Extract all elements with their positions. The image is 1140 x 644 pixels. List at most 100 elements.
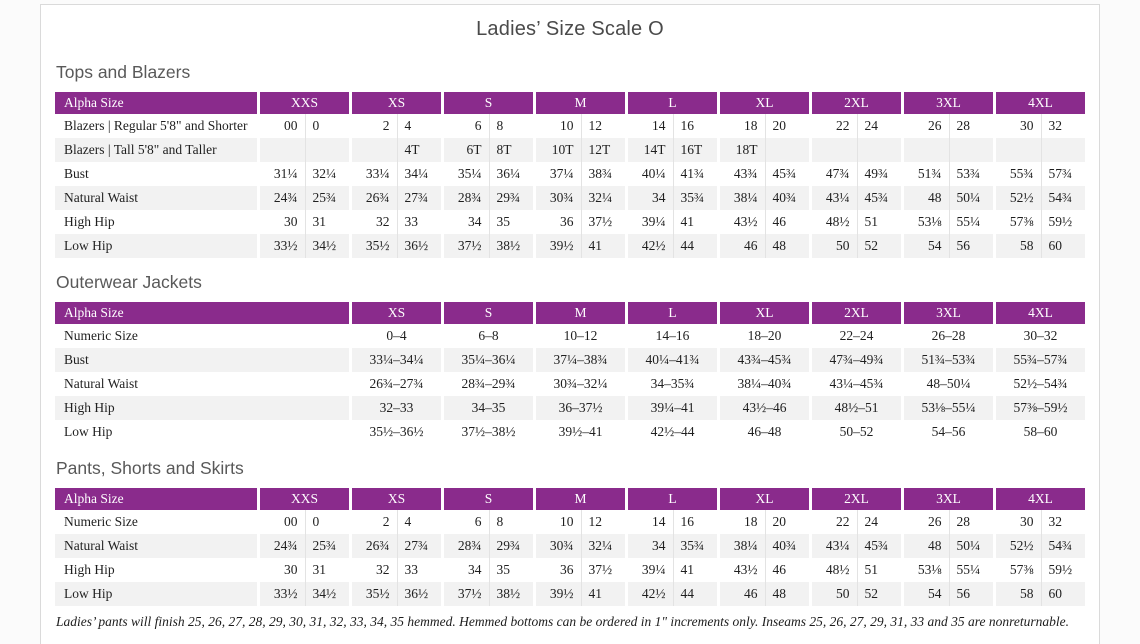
size-value-secondary: 32	[1040, 510, 1086, 534]
size-group-cell	[901, 138, 993, 162]
table-row: Bust 33¼–34¼ 35¼–36¼ 37¼–38¾ 40¼–41¾ 43¾–45¾ 4…	[55, 348, 1085, 372]
size-value-secondary: 20	[764, 114, 810, 138]
size-group-cell: 46 48	[717, 234, 809, 258]
size-group-cell: 37½ 38½	[441, 582, 533, 606]
size-value-primary: 26	[928, 514, 942, 529]
size-group-cell: 47¾ 49¾	[809, 162, 901, 186]
size-value-primary	[904, 138, 949, 162]
size-group-cell: 33¼ 34¼	[349, 162, 441, 186]
size-group-cell: 43¼ 45¾	[809, 186, 901, 210]
table-row: Blazers | Tall 5'8" and Taller 4T 6T 8T 10T 1…	[55, 138, 1085, 162]
size-range-cell: 36–37½	[533, 396, 625, 420]
size-value-primary: 43½	[733, 214, 758, 229]
size-group-cell: 48½ 51	[809, 558, 901, 582]
size-value-secondary: 35	[488, 558, 534, 582]
size-value-secondary: 40¾	[764, 534, 810, 558]
size-column-header: 2XL	[809, 488, 901, 510]
size-value-primary: 43¾	[733, 166, 758, 181]
size-value-primary: 33½	[273, 238, 298, 253]
table-row: Natural Waist 24¾ 25¾ 26¾ 27¾ 28¾ 29¾ 30¾ 32¼ 34 3…	[55, 534, 1085, 558]
section-heading: Pants, Shorts and Skirts	[56, 458, 244, 478]
size-group-cell: 32 33	[349, 558, 441, 582]
size-value-primary: 26¾	[365, 190, 390, 205]
size-value-primary: 39½	[549, 586, 574, 601]
size-value-secondary: 25¾	[304, 534, 350, 558]
size-value-primary: 10	[560, 514, 574, 529]
size-value-secondary: 8	[488, 510, 534, 534]
size-value-secondary: 12	[580, 510, 626, 534]
size-value-primary: 6	[474, 118, 482, 133]
size-column-header: L	[625, 92, 717, 114]
size-value-primary: 33¼	[365, 166, 390, 181]
size-value-primary: 35½	[365, 238, 390, 253]
size-group-cell: 48 50¼	[901, 534, 993, 558]
size-value-primary: 52½	[1009, 190, 1034, 205]
size-range-cell: 26¾–27¾	[349, 372, 441, 396]
size-value-primary: 37¼	[549, 166, 574, 181]
size-value-secondary: 38½	[488, 582, 534, 606]
size-value-secondary: 40¾	[764, 186, 810, 210]
size-value-primary: 14T	[643, 142, 666, 157]
size-value-primary: 35½	[365, 586, 390, 601]
row-label: Numeric Size	[64, 328, 138, 343]
size-group-cell: 52½ 54¾	[993, 534, 1085, 558]
size-column-header: 3XL	[901, 302, 993, 324]
size-range-cell: 47¾–49¾	[809, 348, 901, 372]
size-value-secondary	[764, 138, 810, 162]
size-value-secondary: 29¾	[488, 186, 534, 210]
size-value-primary: 37½	[457, 238, 482, 253]
size-value-secondary: 56	[948, 582, 994, 606]
size-group-cell: 55¾ 57¾	[993, 162, 1085, 186]
size-column-header: 4XL	[993, 92, 1085, 114]
size-group-cell	[993, 138, 1085, 162]
size-value-secondary: 28	[948, 510, 994, 534]
size-range-cell: 32–33	[349, 396, 441, 420]
size-value-secondary: 28	[948, 114, 994, 138]
size-value-secondary: 41	[672, 210, 718, 234]
size-value-primary: 26	[928, 118, 942, 133]
size-group-cell: 30¾ 32¼	[533, 186, 625, 210]
size-range-cell: 48½–51	[809, 396, 901, 420]
size-group-cell: 18T	[717, 138, 809, 162]
size-group-cell: 39¼ 41	[625, 558, 717, 582]
size-range-cell: 39½–41	[533, 420, 625, 444]
size-group-cell: 43¾ 45¾	[717, 162, 809, 186]
size-range-cell: 50–52	[809, 420, 901, 444]
size-value-secondary: 32¼	[580, 534, 626, 558]
size-value-secondary: 41	[580, 582, 626, 606]
size-value-primary: 10	[560, 118, 574, 133]
size-group-cell: 35½ 36½	[349, 582, 441, 606]
size-range-cell: 43½–46	[717, 396, 809, 420]
size-table: Alpha Size XXS XS S M L XL 2XL 3XL 4XL Blazers | R…	[55, 92, 1085, 258]
size-column-header: S	[441, 302, 533, 324]
size-value-primary: 32	[376, 562, 390, 577]
size-range-cell: 42½–44	[625, 420, 717, 444]
size-value-secondary: 50¼	[948, 186, 994, 210]
size-value-primary: 30	[284, 214, 298, 229]
size-range-cell: 55¾–57¾	[993, 348, 1085, 372]
size-range-cell: 34–35¾	[625, 372, 717, 396]
size-column-header: L	[625, 302, 717, 324]
size-group-cell: 37¼ 38¾	[533, 162, 625, 186]
size-value-secondary: 12T	[580, 138, 626, 162]
size-column-header: S	[441, 488, 533, 510]
size-column-header: XS	[349, 92, 441, 114]
size-range-cell: 18–20	[717, 324, 809, 348]
size-value-primary: 30¾	[549, 190, 574, 205]
row-label: Low Hip	[64, 424, 113, 439]
size-group-cell: 35¼ 36¼	[441, 162, 533, 186]
size-group-cell: 24¾ 25¾	[257, 186, 349, 210]
table-row: Low Hip 35½–36½ 37½–38½ 39½–41 42½–44 46–48 50…	[55, 420, 1085, 444]
size-value-primary: 34	[652, 538, 666, 553]
size-value-primary: 30	[1020, 118, 1034, 133]
row-label: Bust	[64, 166, 89, 181]
size-value-secondary: 46	[764, 558, 810, 582]
table-row: Numeric Size 00 0 2 4 6 8 10 12 14 16 18 20 22 24 26 28 3…	[55, 510, 1085, 534]
size-value-primary: 40¼	[641, 166, 666, 181]
size-value-secondary: 37½	[580, 210, 626, 234]
size-value-secondary: 34¼	[396, 162, 442, 186]
size-group-cell: 36 37½	[533, 210, 625, 234]
size-column-header: XS	[349, 488, 441, 510]
size-group-cell: 38¼ 40¾	[717, 534, 809, 558]
size-value-primary: 39¼	[641, 562, 666, 577]
